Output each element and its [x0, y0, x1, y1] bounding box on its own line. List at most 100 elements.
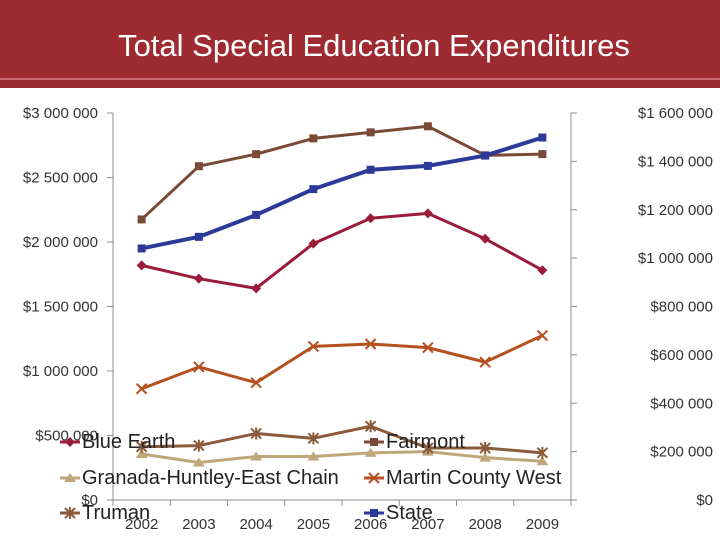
- data-point-state: [366, 165, 375, 174]
- legend-label: Truman: [82, 502, 150, 524]
- legend-marker: [64, 473, 76, 482]
- right-tick-label: $1 000 000: [638, 250, 713, 267]
- x-tick-label: 2006: [354, 516, 387, 533]
- right-tick-label: $600 000: [650, 347, 713, 364]
- legend-item-fairmont: Fairmont: [364, 431, 465, 453]
- legend-item-blue-earth: Blue Earth: [60, 431, 175, 453]
- series-line-truman: [141, 424, 543, 455]
- data-point-truman: [135, 440, 148, 453]
- data-point-granada-huntley-east-chain: [192, 457, 205, 467]
- data-point-state: [137, 244, 146, 253]
- data-point-granada-huntley-east-chain: [135, 449, 148, 459]
- legend-marker: [368, 472, 380, 484]
- data-point-blue-earth: [308, 238, 319, 249]
- legend-marker: [370, 438, 378, 446]
- legend-item-state: State: [364, 502, 433, 524]
- data-point-blue-earth: [193, 273, 204, 284]
- data-point-state: [252, 210, 261, 219]
- right-tick-label: $1 400 000: [638, 153, 713, 170]
- legend-label: Fairmont: [386, 431, 465, 453]
- data-point-fairmont: [538, 150, 547, 159]
- data-point-martin-county-west: [250, 376, 262, 389]
- series-markers: [135, 122, 549, 467]
- right-tick-label: $1 200 000: [638, 202, 713, 219]
- x-tick-label: 2009: [526, 516, 559, 533]
- right-tick-label: $400 000: [650, 395, 713, 412]
- right-tick-label: $800 000: [650, 299, 713, 316]
- data-point-state: [538, 133, 547, 142]
- series-lines: [140, 124, 544, 465]
- x-tick-label: 2002: [125, 516, 158, 533]
- data-point-state: [194, 232, 203, 241]
- data-point-martin-county-west: [307, 340, 320, 353]
- x-tick-label: 2007: [411, 516, 444, 533]
- data-point-granada-huntley-east-chain: [250, 451, 263, 461]
- x-tick-label: 2008: [468, 516, 501, 533]
- data-point-martin-county-west: [364, 338, 377, 350]
- right-tick-label: $200 000: [650, 444, 713, 461]
- data-point-fairmont: [309, 134, 318, 143]
- data-point-fairmont: [194, 162, 203, 171]
- legend-item-martin-county-west: Martin County West: [364, 467, 562, 489]
- left-tick-label: $1 500 000: [23, 299, 98, 316]
- left-tick-label: $500 000: [35, 428, 98, 445]
- series-line-state: [141, 135, 543, 251]
- data-point-blue-earth: [422, 208, 433, 219]
- data-point-granada-huntley-east-chain: [536, 456, 549, 466]
- data-point-fairmont: [252, 150, 261, 159]
- legend-marker: [65, 437, 75, 447]
- data-point-granada-huntley-east-chain: [364, 447, 377, 457]
- title-bar: Total Special Education Expenditures: [0, 0, 720, 88]
- left-tick-label: $3 000 000: [23, 105, 98, 122]
- series-line-martin-county-west: [141, 334, 544, 391]
- data-point-truman: [364, 420, 377, 433]
- data-point-truman: [422, 441, 434, 454]
- data-point-blue-earth: [136, 260, 147, 271]
- right-tick-label: $1 600 000: [638, 105, 713, 122]
- data-point-blue-earth: [537, 265, 548, 276]
- right-tick-label: $0: [696, 492, 713, 509]
- left-tick-label: $1 000 000: [23, 363, 98, 380]
- data-point-blue-earth: [251, 283, 262, 294]
- data-point-state: [309, 185, 318, 194]
- left-tick-label: $2 500 000: [23, 170, 98, 187]
- legend-label: Granada-Huntley-East Chain: [82, 467, 339, 489]
- data-point-blue-earth: [480, 233, 491, 244]
- legend: Blue Earth Fairmont Granada-Huntley-East C…: [60, 431, 562, 524]
- legend-label: Blue Earth: [82, 431, 175, 453]
- legend-item-granada-huntley-east-chain: Granada-Huntley-East Chain: [60, 467, 339, 489]
- data-point-martin-county-west: [536, 329, 549, 342]
- data-point-martin-county-west: [479, 356, 491, 368]
- data-point-state: [481, 151, 490, 160]
- data-point-truman: [250, 427, 262, 440]
- left-tick-label: $0: [81, 492, 98, 509]
- legend-item-truman: Truman: [60, 502, 150, 524]
- x-tick-label: 2003: [182, 516, 215, 533]
- left-tick-label: $2 000 000: [23, 234, 98, 251]
- data-point-truman: [193, 439, 205, 452]
- legend-marker: [370, 509, 378, 517]
- x-tick-label: 2004: [239, 516, 272, 533]
- axes: $0 $500 000 $1 000 000 $1 500 000 $2 000 000…: [23, 105, 713, 533]
- data-point-fairmont: [423, 122, 432, 131]
- data-point-fairmont: [137, 215, 146, 224]
- data-point-granada-huntley-east-chain: [479, 452, 492, 462]
- legend-label: State: [386, 502, 433, 524]
- series-line-fairmont: [140, 124, 543, 221]
- chart-title: Total Special Education Expenditures: [118, 28, 630, 63]
- data-point-granada-huntley-east-chain: [307, 451, 320, 461]
- data-point-martin-county-west: [422, 341, 434, 354]
- data-point-state: [423, 161, 432, 170]
- series-line-blue-earth: [141, 211, 544, 290]
- x-tick-label: 2005: [297, 516, 330, 533]
- legend-label: Martin County West: [386, 467, 562, 489]
- data-point-martin-county-west: [193, 361, 205, 373]
- data-point-truman: [479, 441, 491, 454]
- data-point-martin-county-west: [135, 383, 148, 395]
- legend-marker: [64, 507, 76, 519]
- data-point-fairmont: [366, 128, 375, 137]
- data-point-blue-earth: [365, 213, 376, 224]
- data-point-truman: [536, 446, 549, 459]
- data-point-truman: [307, 432, 320, 445]
